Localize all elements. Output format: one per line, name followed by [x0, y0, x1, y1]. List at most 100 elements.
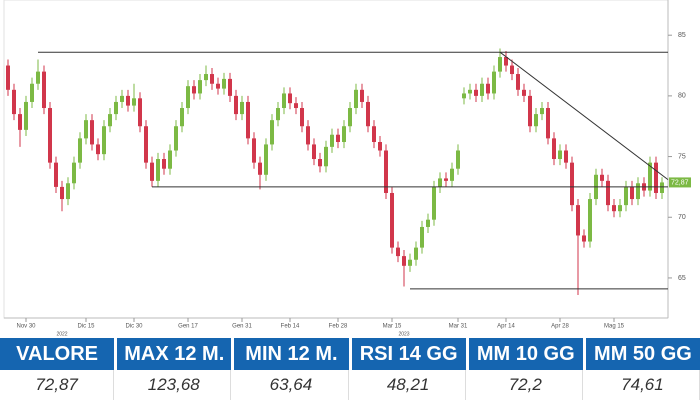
- year-label: 2022: [56, 331, 67, 337]
- candle-body: [324, 146, 328, 167]
- candle-body: [18, 114, 22, 130]
- candle-body: [390, 192, 394, 248]
- table-value: 48,21: [352, 370, 466, 400]
- candle-body: [48, 108, 52, 163]
- candle-body: [192, 86, 196, 94]
- candle-body: [252, 138, 256, 163]
- table-column: MM 10 GG 72,2: [468, 338, 583, 400]
- candle-body: [216, 83, 220, 89]
- candle-body: [66, 183, 70, 200]
- candle-body: [630, 186, 634, 200]
- candle-body: [408, 259, 412, 266]
- candle-body: [612, 205, 616, 212]
- candle-body: [522, 89, 526, 96]
- candle-body: [246, 101, 250, 139]
- candle-body: [474, 89, 478, 96]
- y-tick-label: 85: [678, 32, 686, 39]
- candle-body: [78, 138, 82, 163]
- y-tick-label: 75: [678, 153, 686, 160]
- candle-body: [102, 126, 106, 155]
- candle-body: [372, 126, 376, 143]
- candle-body: [330, 134, 334, 147]
- candle-body: [120, 95, 124, 102]
- candle-body: [348, 108, 352, 127]
- candle-body: [468, 89, 472, 94]
- candle-body: [318, 159, 322, 167]
- x-tick-label: Nov 30: [16, 324, 36, 330]
- candle-body: [636, 183, 640, 200]
- candle-body: [546, 108, 550, 139]
- candle-body: [582, 235, 586, 242]
- candle-body: [624, 186, 628, 206]
- candle-body: [30, 83, 34, 102]
- candle-body: [588, 199, 592, 242]
- table-column: MAX 12 M. 123,68: [117, 338, 232, 400]
- candle-body: [450, 168, 454, 181]
- candle-body: [84, 120, 88, 139]
- trendline: [499, 51, 669, 181]
- table-column: MIN 12 M. 63,64: [234, 338, 349, 400]
- candle-body: [600, 174, 604, 181]
- candle-body: [282, 93, 286, 109]
- candle-body: [144, 126, 148, 163]
- candle-body: [240, 101, 244, 115]
- x-tick-label: Gen 17: [178, 324, 198, 330]
- candle-body: [36, 71, 40, 84]
- table-header: RSI 14 GG: [351, 338, 466, 370]
- candle-body: [510, 65, 514, 75]
- x-tick-label: Dic 30: [125, 324, 143, 330]
- candle-body: [552, 138, 556, 159]
- candle-body: [462, 93, 466, 99]
- candle-body: [342, 126, 346, 143]
- x-tick-label: Apr 14: [497, 324, 515, 330]
- candle-body: [72, 162, 76, 184]
- candle-body: [528, 95, 532, 127]
- candle-body: [258, 162, 262, 175]
- candle-body: [396, 247, 400, 257]
- candle-body: [564, 150, 568, 163]
- x-tick-label: Mar 15: [383, 324, 402, 330]
- candle-body: [618, 205, 622, 212]
- candle-body: [312, 144, 316, 159]
- stats-table: VALORE 72,87 MAX 12 M. 123,68 MIN 12 M. 63,64…: [0, 338, 700, 400]
- candle-body: [354, 89, 358, 109]
- candle-body: [432, 186, 436, 220]
- x-tick-label: Apr 28: [551, 324, 569, 330]
- candle-body: [150, 162, 154, 181]
- candle-body: [426, 219, 430, 227]
- candle-body: [222, 78, 226, 89]
- candle-body: [504, 57, 508, 66]
- candle-body: [288, 93, 292, 104]
- plot-frame: [3, 0, 669, 319]
- candle-body: [138, 98, 142, 127]
- candle-body: [198, 80, 202, 94]
- candle-body: [108, 114, 112, 127]
- candle-body: [660, 182, 664, 193]
- candle-body: [228, 78, 232, 96]
- table-value: 123,68: [117, 370, 232, 400]
- candle-body: [96, 144, 100, 155]
- table-header: MM 10 GG: [468, 338, 583, 370]
- candle-body: [54, 162, 58, 187]
- candle-body: [456, 150, 460, 169]
- table-column: VALORE 72,87: [0, 338, 115, 400]
- table-value: 74,61: [586, 370, 700, 400]
- table-header: MM 50 GG: [585, 338, 700, 370]
- x-tick-label: Feb 14: [281, 324, 300, 330]
- y-tick-label: 70: [678, 214, 686, 221]
- table-header: MIN 12 M.: [234, 338, 349, 370]
- candle-body: [534, 114, 538, 127]
- candle-body: [126, 95, 130, 106]
- candle-body: [480, 83, 484, 96]
- x-tick-label: Dic 15: [77, 324, 95, 330]
- candle-body: [186, 86, 190, 109]
- candle-body: [648, 162, 652, 191]
- candle-body: [168, 150, 172, 169]
- candle-body: [210, 74, 214, 84]
- candle-body: [12, 89, 16, 115]
- table-header: MAX 12 M.: [117, 338, 232, 370]
- candle-body: [360, 89, 364, 102]
- candle-body: [114, 101, 118, 115]
- candle-body: [270, 120, 274, 145]
- candle-body: [162, 159, 166, 169]
